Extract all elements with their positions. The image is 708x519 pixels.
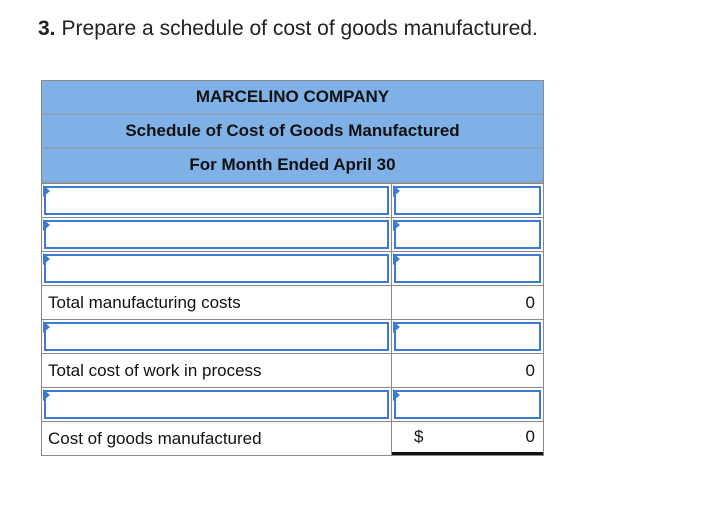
- row-5-amount-input[interactable]: [392, 320, 543, 353]
- table-row: [42, 387, 543, 421]
- cost-of-goods-manufactured-amount: 0: [525, 427, 535, 446]
- table-row: Total cost of work in process 0: [42, 353, 543, 387]
- input-marker-icon: [43, 219, 50, 231]
- row-7-amount-input[interactable]: [392, 388, 543, 421]
- question-number: 3.: [38, 17, 56, 40]
- input-box[interactable]: [44, 186, 389, 215]
- total-manufacturing-costs-value: 0: [392, 286, 543, 319]
- input-marker-icon: [393, 219, 400, 231]
- table-row: [42, 217, 543, 251]
- row-3-amount-input[interactable]: [392, 252, 543, 285]
- row-7-label-input[interactable]: [42, 388, 392, 421]
- row-2-amount-input[interactable]: [392, 218, 543, 251]
- row-5-label-input[interactable]: [42, 320, 392, 353]
- schedule-title-header: Schedule of Cost of Goods Manufactured: [42, 115, 543, 149]
- input-box[interactable]: [44, 220, 389, 249]
- period-header: For Month Ended April 30: [42, 149, 543, 183]
- cost-of-goods-manufactured-value: $ 0: [392, 422, 543, 455]
- table-row: Cost of goods manufactured $ 0: [42, 421, 543, 455]
- input-marker-icon: [43, 253, 50, 265]
- question-text: Prepare a schedule of cost of goods manu…: [61, 17, 538, 40]
- input-box[interactable]: [44, 322, 389, 351]
- row-1-label-input[interactable]: [42, 184, 392, 217]
- input-box[interactable]: [394, 186, 541, 215]
- cost-of-goods-manufactured-label: Cost of goods manufactured: [42, 422, 392, 455]
- currency-symbol: $: [414, 427, 424, 446]
- table-row: [42, 183, 543, 217]
- input-marker-icon: [43, 185, 50, 197]
- input-box[interactable]: [394, 254, 541, 283]
- input-box[interactable]: [394, 390, 541, 419]
- row-3-label-input[interactable]: [42, 252, 392, 285]
- input-marker-icon: [43, 321, 50, 333]
- input-marker-icon: [393, 253, 400, 265]
- question-prompt: 3. Prepare a schedule of cost of goods ma…: [38, 15, 538, 43]
- input-marker-icon: [393, 321, 400, 333]
- table-row: [42, 251, 543, 285]
- table-row: Total manufacturing costs 0: [42, 285, 543, 319]
- table-row: [42, 319, 543, 353]
- input-marker-icon: [393, 389, 400, 401]
- total-cost-work-in-process-label: Total cost of work in process: [42, 354, 392, 387]
- schedule-table: MARCELINO COMPANY Schedule of Cost of Go…: [41, 80, 544, 456]
- row-1-amount-input[interactable]: [392, 184, 543, 217]
- input-box[interactable]: [394, 322, 541, 351]
- total-manufacturing-costs-label: Total manufacturing costs: [42, 286, 392, 319]
- total-cost-work-in-process-value: 0: [392, 354, 543, 387]
- input-box[interactable]: [394, 220, 541, 249]
- input-box[interactable]: [44, 390, 389, 419]
- input-box[interactable]: [44, 254, 389, 283]
- input-marker-icon: [393, 185, 400, 197]
- row-2-label-input[interactable]: [42, 218, 392, 251]
- input-marker-icon: [43, 389, 50, 401]
- company-name-header: MARCELINO COMPANY: [42, 81, 543, 115]
